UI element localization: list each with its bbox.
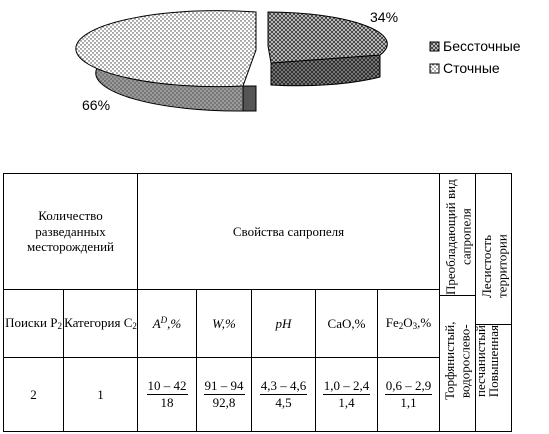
slice-label-66: 66% <box>82 97 110 113</box>
header-forest-cover-text: Лесистость территории <box>478 233 510 298</box>
subheader-fe: Fe2O3,% <box>377 289 440 358</box>
legend-swatch-stochnye <box>429 63 440 74</box>
subheader-ad-sup: D <box>160 315 168 326</box>
legend: Бессточные Сточные <box>429 38 521 76</box>
subheader-category-c2-text: Категория C <box>64 315 133 331</box>
header-count-deposits: Количество разведанных месторождений <box>3 173 138 290</box>
value-cao: 1,0 – 2,4 1,4 <box>315 357 378 432</box>
value-ad-mean: 18 <box>160 395 174 410</box>
subheader-ad-base: A <box>152 316 161 332</box>
subheader-fe-unit: ,% <box>417 315 432 331</box>
value-category-c2: 1 <box>63 357 138 432</box>
forest-cover-value: Повышенная <box>485 324 501 398</box>
subheader-row: Поиски P2 Категория C2 AD,% W,% pH CaO,%… <box>3 289 512 358</box>
subheader-fe-sub1: 2 <box>398 321 404 332</box>
value-ph-range: 4,3 – 4,6 <box>259 378 308 395</box>
subheader-search-p2: Поиски P2 <box>3 289 64 358</box>
header-properties-text: Свойства сапропеля <box>232 223 345 239</box>
subheader-cao-text: CaO,% <box>327 315 366 331</box>
value-cao-range: 1,0 – 2,4 <box>322 378 371 395</box>
value-fe-mean: 1,1 <box>400 395 417 410</box>
value-ad-range: 10 – 42 <box>146 378 188 395</box>
sapropel-table: Количество разведанных месторождений Сво… <box>3 173 512 432</box>
header-dominant-type-text: Преобладающий вид сапропеля <box>442 179 474 295</box>
subheader-ph-text: pH <box>275 315 292 331</box>
legend-swatch-bessstochnye <box>429 41 440 52</box>
value-fe-range: 0,6 – 2,9 <box>384 378 433 395</box>
value-category-c2-text: 1 <box>97 386 104 402</box>
value-ph-mean: 4,5 <box>275 395 292 410</box>
slice-bessstochnye-top <box>267 11 388 64</box>
header-count-deposits-text: Количество разведанных месторождений <box>26 208 114 255</box>
value-search-p2-text: 2 <box>30 386 37 402</box>
subheader-ph: pH <box>251 289 316 358</box>
header-dominant-type: Преобладающий вид сапропеля Торфянистый,… <box>439 173 488 432</box>
subheader-fe-base: Fe <box>385 315 399 331</box>
subheader-fe-mid: O <box>403 315 413 331</box>
subheader-search-p2-sub: 2 <box>57 321 62 332</box>
subheader-w: W,% <box>196 289 252 358</box>
subheader-cao: CaO,% <box>315 289 378 358</box>
slice-bessstochnye-side <box>270 54 381 87</box>
slice-label-34: 34% <box>370 9 398 25</box>
value-cao-mean: 1,4 <box>338 395 355 410</box>
subheader-ad-unit: ,% <box>167 316 182 332</box>
subheader-category-c2-sub: 2 <box>132 321 137 332</box>
header-row: Количество разведанных месторождений Сво… <box>3 173 512 432</box>
value-fe: 0,6 – 2,9 1,1 <box>377 357 440 432</box>
value-w-mean: 92,8 <box>212 395 236 410</box>
subheader-w-text: W,% <box>212 315 236 331</box>
legend-label-stochnye: Сточные <box>443 60 500 76</box>
header-properties: Свойства сапропеля <box>137 173 440 290</box>
value-w: 91 – 94 92,8 <box>196 357 252 432</box>
value-search-p2: 2 <box>3 357 64 432</box>
dominant-type-value: Торфянистый, водорослево-песчанистый <box>441 321 488 401</box>
value-ph: 4,3 – 4,6 4,5 <box>251 357 316 432</box>
pie-chart: 34% 66% Бессточные Сточные <box>75 9 521 113</box>
value-ad: 10 – 42 18 <box>137 357 197 432</box>
subheader-ad: AD,% <box>137 289 197 358</box>
slice-stochnye-top <box>75 10 257 88</box>
subheader-category-c2: Категория C2 <box>63 289 138 358</box>
header-forest-cover: Лесистость территории Повышенная <box>475 173 512 432</box>
legend-label-bessstochnye: Бессточные <box>443 38 521 54</box>
subheader-fe-sub2: 3 <box>412 321 418 332</box>
subheader-search-p2-text: Поиски P <box>5 315 58 331</box>
value-w-range: 91 – 94 <box>203 378 245 395</box>
slice-stochnye-side-right <box>242 85 257 112</box>
data-row: 2 1 10 – 42 18 91 – 94 92,8 4,3 – 4,6 4,5 1… <box>3 357 512 432</box>
